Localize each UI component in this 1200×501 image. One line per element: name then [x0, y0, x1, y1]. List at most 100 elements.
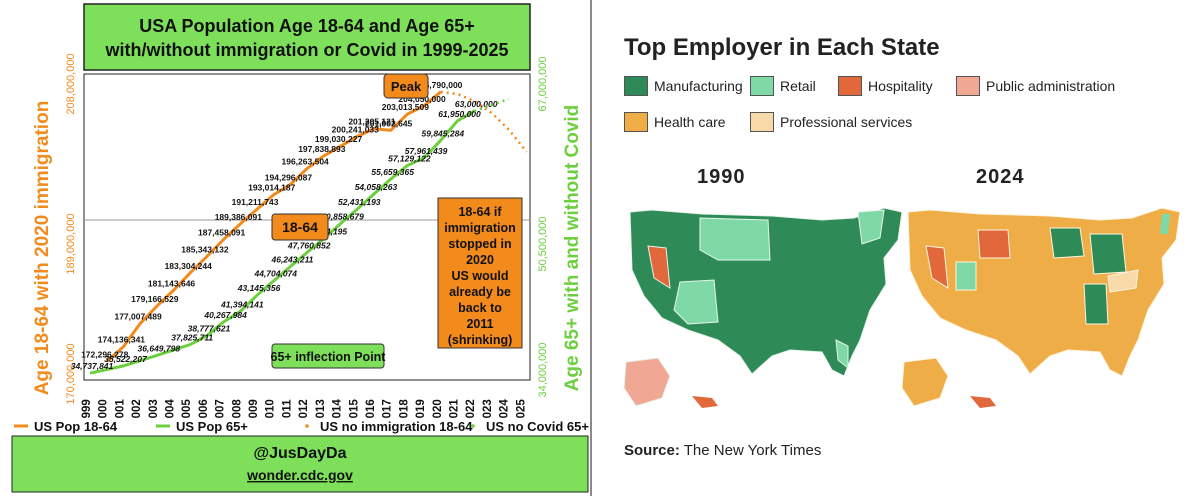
data-label-18-64: 200,241,033	[332, 124, 380, 134]
data-label-65-plus: 40,267,984	[203, 310, 247, 320]
right-tick-label: 67,000,000	[537, 56, 549, 111]
us-map-2024-manufacturing-south	[1083, 283, 1109, 325]
legend-dot-marker	[471, 424, 475, 428]
legend-label: Hospitality	[868, 78, 933, 94]
legend-label: US no immigration 18-64	[320, 419, 473, 434]
age-1864-callout-box	[271, 213, 329, 241]
legend-label: US no Covid 65+	[486, 419, 589, 434]
map-source-text: The New York Times	[683, 442, 822, 459]
data-label-18-64: 177,007,489	[114, 312, 162, 322]
us-map-1990-mainland	[629, 207, 903, 377]
data-label-18-64: 194,296,087	[265, 172, 313, 182]
us-map-2024	[901, 207, 1181, 408]
us-map-2024-manufacturing-great-lakes	[1089, 233, 1127, 275]
us-map-1990-retail-east	[857, 209, 885, 245]
data-label-18-64: 197,838,893	[298, 144, 346, 154]
legend-label: US Pop 65+	[176, 419, 248, 434]
data-label-18-64: 181,143,646	[148, 278, 196, 288]
us-map-2024-wyoming	[977, 229, 1011, 259]
data-label-65-plus: 41,394,141	[220, 299, 264, 309]
chart-title-line1: USA Population Age 18-64 and Age 65+	[139, 16, 475, 36]
map-1990-title: 1990	[697, 166, 746, 188]
legend-label: Professional services	[780, 114, 913, 130]
us-map-2024-nevada	[925, 245, 949, 289]
data-label-65-plus: 47,760,852	[287, 240, 331, 250]
data-label-18-64: 201,205,121	[348, 117, 396, 127]
series-line-no-immigration	[440, 90, 528, 153]
data-label-18-64: 199,030,227	[315, 134, 363, 144]
data-label-65-plus: 52,431,193	[338, 197, 381, 207]
legend-label: Manufacturing	[654, 78, 743, 94]
left-axis-title: Age 18-64 with 2020 immigration	[32, 101, 53, 396]
legend-swatch-professional-services	[750, 112, 774, 132]
no-immigration-callout-line: immigration	[444, 221, 516, 235]
series-line-18-64	[105, 90, 442, 363]
map-2024-title: 2024	[976, 166, 1025, 188]
data-label-18-64: 187,458,091	[198, 227, 246, 237]
data-label-18-64: 172,296,278	[81, 350, 129, 360]
peak-callout-box	[383, 73, 429, 99]
inflection-callout-box	[271, 343, 385, 369]
employer-map-panel: Top Employer in Each State Manufacturing…	[600, 0, 1200, 496]
data-label-65-plus: 38,777,621	[188, 324, 231, 334]
legend-swatch-health-care	[624, 112, 648, 132]
legend-swatch-hospitality	[838, 76, 862, 96]
right-tick-label: 50,500,000	[537, 216, 549, 271]
us-map-2024-professional	[1107, 269, 1139, 293]
age-1864-callout-text: 18-64	[282, 219, 318, 235]
data-label-65-plus: 50,858,679	[321, 212, 364, 222]
data-label-18-64: 201,002,645	[365, 118, 413, 128]
map-source-label: Source:	[624, 442, 680, 459]
right-tick-label: 34,000,000	[537, 342, 549, 397]
inflection-callout-text: 65+ inflection Point	[271, 350, 387, 364]
data-label-65-plus: 57,961,439	[405, 146, 448, 156]
data-label-65-plus: 44,704,074	[253, 269, 297, 279]
series-line-65-plus	[89, 109, 475, 375]
no-immigration-callout-line: 2020	[466, 253, 494, 267]
series-line-no-covid	[473, 97, 509, 113]
data-label-65-plus: 46,243,211	[270, 254, 313, 264]
legend-label: Public administration	[986, 78, 1116, 94]
population-chart: USA Population Age 18-64 and Age 65+ with…	[11, 3, 590, 493]
map-panel-title: Top Employer in Each State	[624, 34, 940, 61]
left-tick-label: 189,000,000	[65, 213, 77, 274]
chart-footer-box	[11, 435, 589, 493]
no-immigration-callout-line: stopped in	[448, 237, 511, 251]
data-label-18-64: 189,386,091	[215, 212, 263, 222]
right-axis-title: Age 65+ with and without Covid	[562, 105, 583, 392]
data-label-18-64: 193,014,187	[248, 183, 296, 193]
map-source-line: Source: The New York Times	[624, 442, 821, 459]
data-label-65-plus: 54,058,263	[355, 182, 398, 192]
data-label-18-64: 174,136,341	[98, 335, 146, 345]
chart-title-box	[83, 3, 531, 71]
data-label-65-plus: 59,845,284	[422, 128, 465, 138]
us-map-2024-hawaii	[970, 396, 996, 408]
peak-callout-text: Peak	[391, 79, 422, 94]
data-label-65-plus: 36,649,798	[138, 343, 181, 353]
data-label-18-64: 183,304,244	[165, 261, 213, 271]
chart-title-line2: with/without immigration or Covid in 199…	[104, 40, 508, 60]
data-label-65-plus: 37,825,711	[171, 333, 213, 343]
data-label-65-plus: 35,522,207	[104, 354, 148, 364]
data-label-65-plus: 55,659,365	[371, 167, 414, 177]
us-map-2024-alaska	[901, 357, 949, 407]
population-chart-panel: USA Population Age 18-64 and Age 65+ with…	[0, 0, 592, 496]
data-label-18-64: 196,263,504	[282, 157, 330, 167]
data-label-18-64: 203,013,509	[382, 102, 430, 112]
us-map-1990-nevada	[647, 245, 671, 289]
no-immigration-callout-box	[437, 197, 523, 349]
us-map-1990-retail-florida	[835, 339, 849, 370]
data-label-18-64: 205,790,000	[415, 80, 463, 90]
us-map-2024-retail-vermont	[1160, 214, 1170, 234]
no-immigration-callout-line: (shrinking)	[448, 333, 513, 347]
legend-swatch-public-administration	[956, 76, 980, 96]
data-label-65-plus: 43,145,356	[237, 283, 281, 293]
legend-label: Health care	[654, 114, 726, 130]
us-map-1990	[623, 207, 903, 408]
data-label-65-plus: 61,950,000	[438, 109, 481, 119]
data-label-18-64: 204,050,000	[398, 94, 446, 104]
us-map-1990-retail-north	[699, 217, 771, 261]
no-immigration-callout-line: back to	[458, 301, 502, 315]
left-tick-label: 170,000,000	[65, 343, 77, 404]
legend-swatch-manufacturing	[624, 76, 648, 96]
